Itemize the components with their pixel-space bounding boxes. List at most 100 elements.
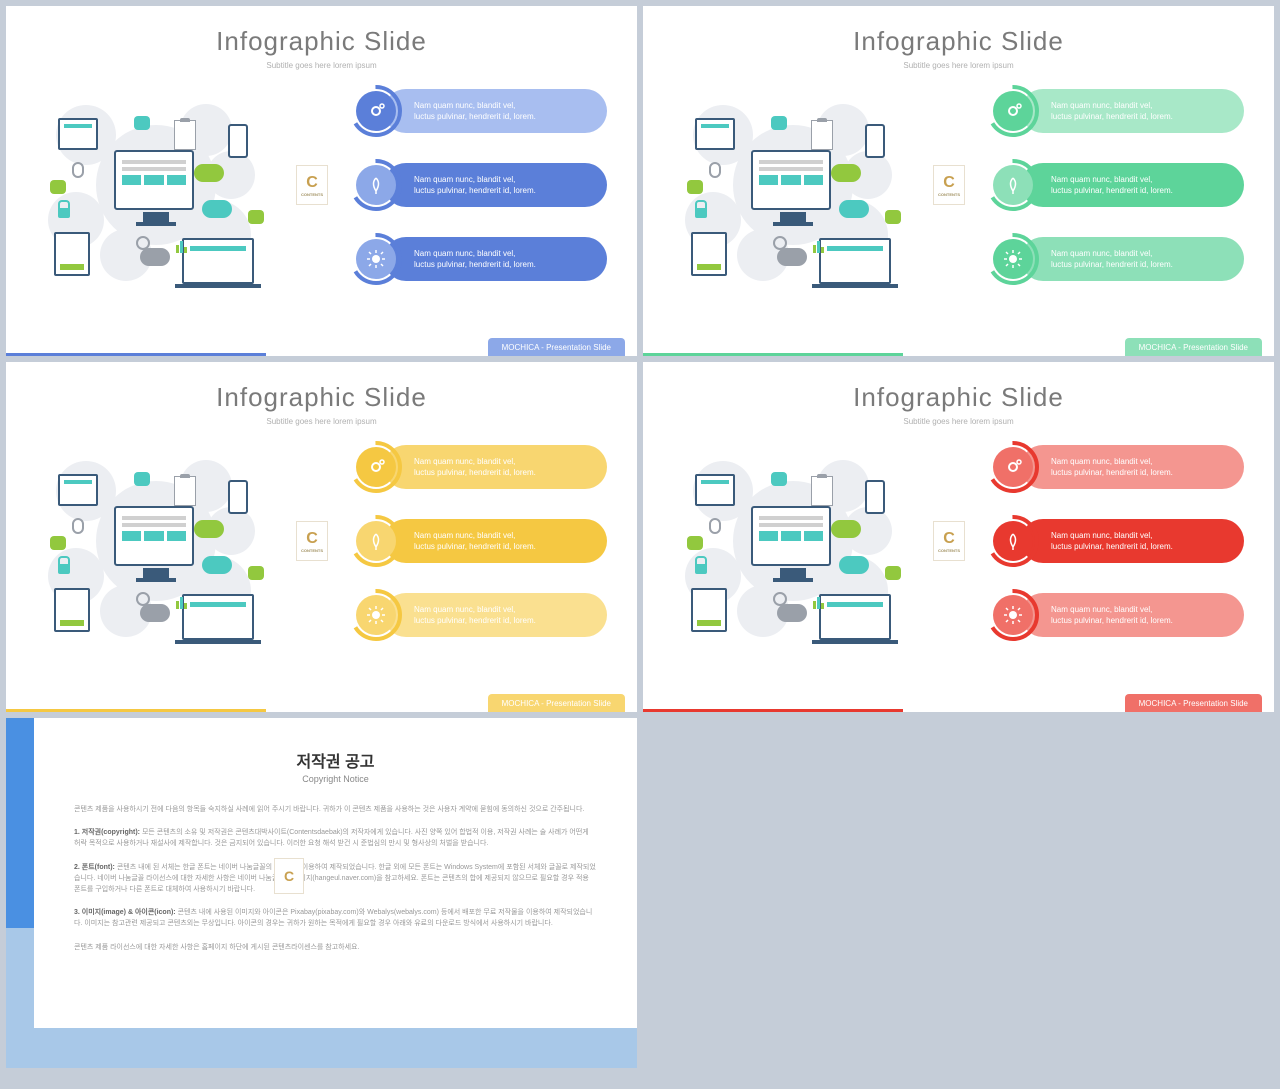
bubble-icon [134, 116, 150, 130]
ring-icon [348, 83, 404, 139]
info-pill-2: Nam quam nunc, blandit vel, luctus pulvi… [985, 587, 1244, 643]
mouse-icon [72, 518, 84, 534]
footer-tab: MOCHICA - Presentation Slide [488, 338, 625, 356]
slide-blue: Infographic Slide Subtitle goes here lor… [6, 6, 637, 356]
cloud-icon [202, 200, 232, 218]
tablet2-icon [54, 232, 90, 276]
info-pill-0: Nam quam nunc, blandit vel, luctus pulvi… [985, 83, 1244, 139]
pill-body: Nam quam nunc, blandit vel, luctus pulvi… [384, 519, 607, 563]
cloud-icon [194, 164, 224, 182]
lock-icon [695, 564, 707, 574]
slide-red: Infographic Slide Subtitle goes here lor… [643, 362, 1274, 712]
notice-body: 저작권 공고 Copyright Notice 콘텐츠 제품을 사용하시기 전에… [34, 718, 637, 1068]
cloud-icon [140, 248, 170, 266]
bubble-icon [885, 210, 901, 224]
cloud-icon [831, 164, 861, 182]
tablet2-icon [691, 232, 727, 276]
footer-tab: MOCHICA - Presentation Slide [1125, 338, 1262, 356]
laptop-icon [182, 238, 254, 284]
clipboard-icon [174, 120, 196, 150]
clipboard-icon [811, 476, 833, 506]
footer-bar [6, 353, 266, 356]
chart-icon [176, 596, 192, 610]
info-pill-1: Nam quam nunc, blandit vel, luctus pulvi… [985, 157, 1244, 213]
notice-p1: 1. 저작권(copyright): 모든 콘텐츠의 소유 및 저작권은 콘텐츠… [74, 827, 597, 849]
slide-footer: MOCHICA - Presentation Slide [643, 338, 1274, 356]
pill-text-2: luctus pulvinar, hendrerit id, lorem. [1051, 615, 1244, 626]
cloud-icon [831, 520, 861, 538]
pill-text-1: Nam quam nunc, blandit vel, [1051, 530, 1244, 541]
chart-icon [813, 596, 829, 610]
info-pill-0: Nam quam nunc, blandit vel, luctus pulvi… [348, 83, 607, 139]
info-pill-0: Nam quam nunc, blandit vel, luctus pulvi… [985, 439, 1244, 495]
notice-title: 저작권 공고 [74, 748, 597, 772]
footer-tab: MOCHICA - Presentation Slide [488, 694, 625, 712]
pill-body: Nam quam nunc, blandit vel, luctus pulvi… [384, 237, 607, 281]
pill-text-1: Nam quam nunc, blandit vel, [1051, 248, 1244, 259]
phone-icon [228, 480, 248, 514]
tablet-icon [58, 474, 98, 506]
leaf-icon [993, 521, 1033, 561]
bubble-icon [771, 116, 787, 130]
tablet-icon [58, 118, 98, 150]
notice-intro: 콘텐츠 제품을 사용하시기 전에 다음의 항목들 숙지하실 사례에 읽어 주시기… [74, 804, 597, 815]
slide-title: Infographic Slide [6, 382, 637, 413]
info-pill-2: Nam quam nunc, blandit vel, luctus pulvi… [348, 587, 607, 643]
sun-icon [356, 239, 396, 279]
tech-illustration [673, 436, 913, 646]
content-badge: CCONTENTS [933, 165, 965, 205]
pill-body: Nam quam nunc, blandit vel, luctus pulvi… [1021, 237, 1244, 281]
pill-text-2: luctus pulvinar, hendrerit id, lorem. [414, 111, 607, 122]
phone-icon [865, 480, 885, 514]
sun-icon [993, 239, 1033, 279]
pill-text-1: Nam quam nunc, blandit vel, [1051, 604, 1244, 615]
sidebar-top [6, 718, 34, 928]
footer-bar [6, 709, 266, 712]
mouse-icon [709, 518, 721, 534]
slide-title: Infographic Slide [643, 26, 1274, 57]
monitor-icon [751, 150, 831, 210]
pill-text-2: luctus pulvinar, hendrerit id, lorem. [1051, 467, 1244, 478]
pills-list: Nam quam nunc, blandit vel, luctus pulvi… [348, 439, 607, 643]
pill-text-2: luctus pulvinar, hendrerit id, lorem. [414, 541, 607, 552]
notice-sidebar [6, 718, 34, 1068]
slide-content: CCONTENTS Nam quam nunc, blandit vel, lu… [6, 70, 637, 290]
bubble-icon [687, 180, 703, 194]
magnifier-icon [136, 236, 150, 250]
slide-subtitle: Subtitle goes here lorem ipsum [6, 61, 637, 70]
ring-icon [985, 83, 1041, 139]
notice-subtitle: Copyright Notice [74, 774, 597, 784]
notice-p2: 2. 폰트(font): 콘텐츠 내에 된 서체는 한글 폰트는 네이버 나눔글… [74, 862, 597, 896]
pill-text-2: luctus pulvinar, hendrerit id, lorem. [414, 615, 607, 626]
pill-text-2: luctus pulvinar, hendrerit id, lorem. [1051, 259, 1244, 270]
pill-text-2: luctus pulvinar, hendrerit id, lorem. [1051, 185, 1244, 196]
laptop-icon [182, 594, 254, 640]
pill-text-2: luctus pulvinar, hendrerit id, lorem. [414, 259, 607, 270]
pill-text-1: Nam quam nunc, blandit vel, [1051, 100, 1244, 111]
bubble-icon [885, 566, 901, 580]
bubble-icon [248, 210, 264, 224]
sidebar-bottom [6, 928, 34, 1068]
bubble-icon [248, 566, 264, 580]
pill-body: Nam quam nunc, blandit vel, luctus pulvi… [1021, 593, 1244, 637]
pill-text-1: Nam quam nunc, blandit vel, [414, 456, 607, 467]
magnifier-icon [773, 236, 787, 250]
ring-icon [985, 513, 1041, 569]
lock-icon [58, 208, 70, 218]
magnifier-icon [773, 592, 787, 606]
leaf-icon [356, 165, 396, 205]
slide-content: CCONTENTS Nam quam nunc, blandit vel, lu… [6, 426, 637, 646]
pill-text-1: Nam quam nunc, blandit vel, [1051, 456, 1244, 467]
sun-icon [356, 595, 396, 635]
slide-footer: MOCHICA - Presentation Slide [6, 694, 637, 712]
pill-body: Nam quam nunc, blandit vel, luctus pulvi… [1021, 89, 1244, 133]
slide-subtitle: Subtitle goes here lorem ipsum [643, 61, 1274, 70]
slide-content: CCONTENTS Nam quam nunc, blandit vel, lu… [643, 426, 1274, 646]
lock-icon [58, 564, 70, 574]
monitor-icon [751, 506, 831, 566]
pill-text-1: Nam quam nunc, blandit vel, [1051, 174, 1244, 185]
cloud-icon [202, 556, 232, 574]
pill-text-1: Nam quam nunc, blandit vel, [414, 100, 607, 111]
pill-text-1: Nam quam nunc, blandit vel, [414, 174, 607, 185]
slide-footer: MOCHICA - Presentation Slide [643, 694, 1274, 712]
